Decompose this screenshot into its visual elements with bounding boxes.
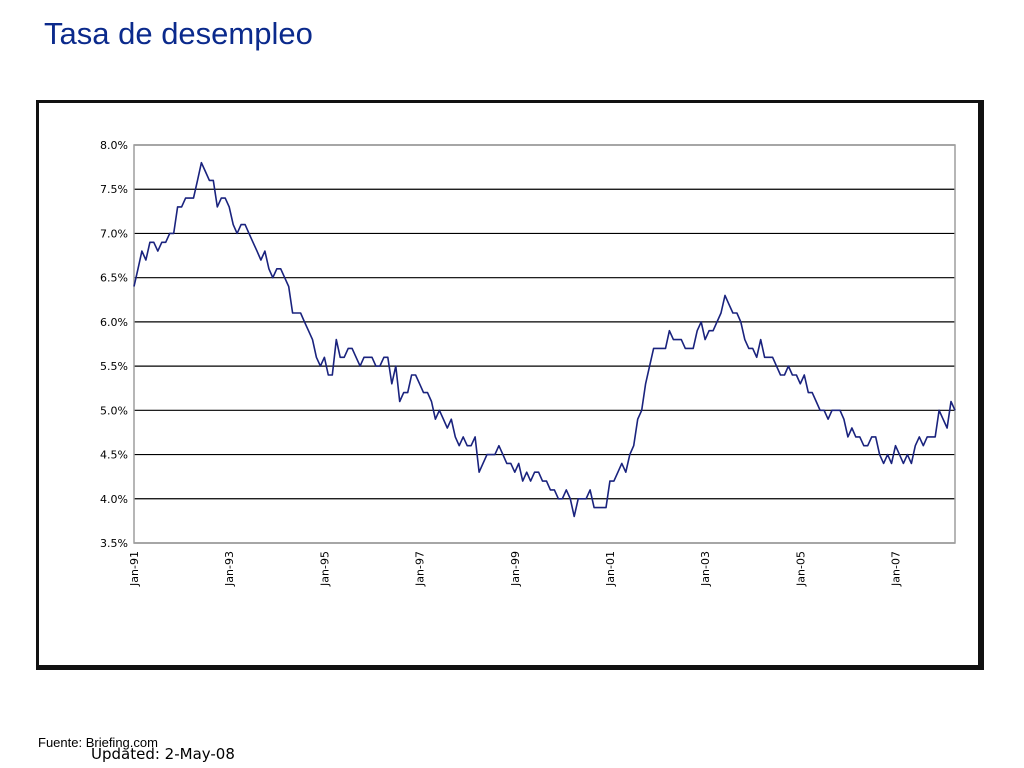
source-note: Fuente: Briefing.com (38, 735, 158, 750)
y-tick-label: 5.0% (100, 404, 128, 417)
line-chart: 3.5% 4.0% 4.5% 5.0% 5.5% 6.0% 6.5% 7.0% 7.5% 8.0%… (100, 139, 956, 587)
x-tick-label: Jan-07 (890, 551, 903, 587)
x-tick-label: Jan-95 (318, 551, 331, 587)
unemployment-rate-line (133, 161, 956, 518)
x-tick-label: Jan-03 (699, 551, 712, 587)
y-tick-label: 4.5% (100, 449, 128, 462)
y-tick-label: 8.0% (100, 139, 128, 152)
x-tick-label: Jan-99 (509, 551, 522, 587)
x-axis-tick-labels: Jan-91 Jan-93 Jan-95 Jan-97 Jan-99 Jan-01 Jan-… (128, 551, 903, 587)
y-tick-label: 7.5% (100, 183, 128, 196)
x-tick-label: Jan-93 (223, 551, 236, 587)
y-tick-label: 5.5% (100, 360, 128, 373)
x-tick-label: Jan-01 (604, 551, 617, 587)
updated-date-label: Updated: 2-May-08 (91, 745, 235, 763)
slide-title: Tasa de desempleo (44, 16, 313, 51)
y-tick-label: 7.0% (100, 227, 128, 240)
y-tick-label: 3.5% (100, 537, 128, 550)
gridlines (134, 144, 955, 544)
chart-frame: 3.5% 4.0% 4.5% 5.0% 5.5% 6.0% 6.5% 7.0% 7.5% 8.0%… (36, 100, 984, 763)
x-tick-label: Jan-91 (128, 551, 141, 587)
y-tick-label: 6.0% (100, 316, 128, 329)
x-tick-label: Jan-05 (794, 551, 807, 587)
y-tick-label: 6.5% (100, 272, 128, 285)
plot-area-border (133, 144, 956, 544)
y-axis-tick-labels: 3.5% 4.0% 4.5% 5.0% 5.5% 6.0% 6.5% 7.0% 7.5% 8.0% (100, 139, 128, 550)
y-tick-label: 4.0% (100, 493, 128, 506)
x-tick-label: Jan-97 (414, 551, 427, 587)
